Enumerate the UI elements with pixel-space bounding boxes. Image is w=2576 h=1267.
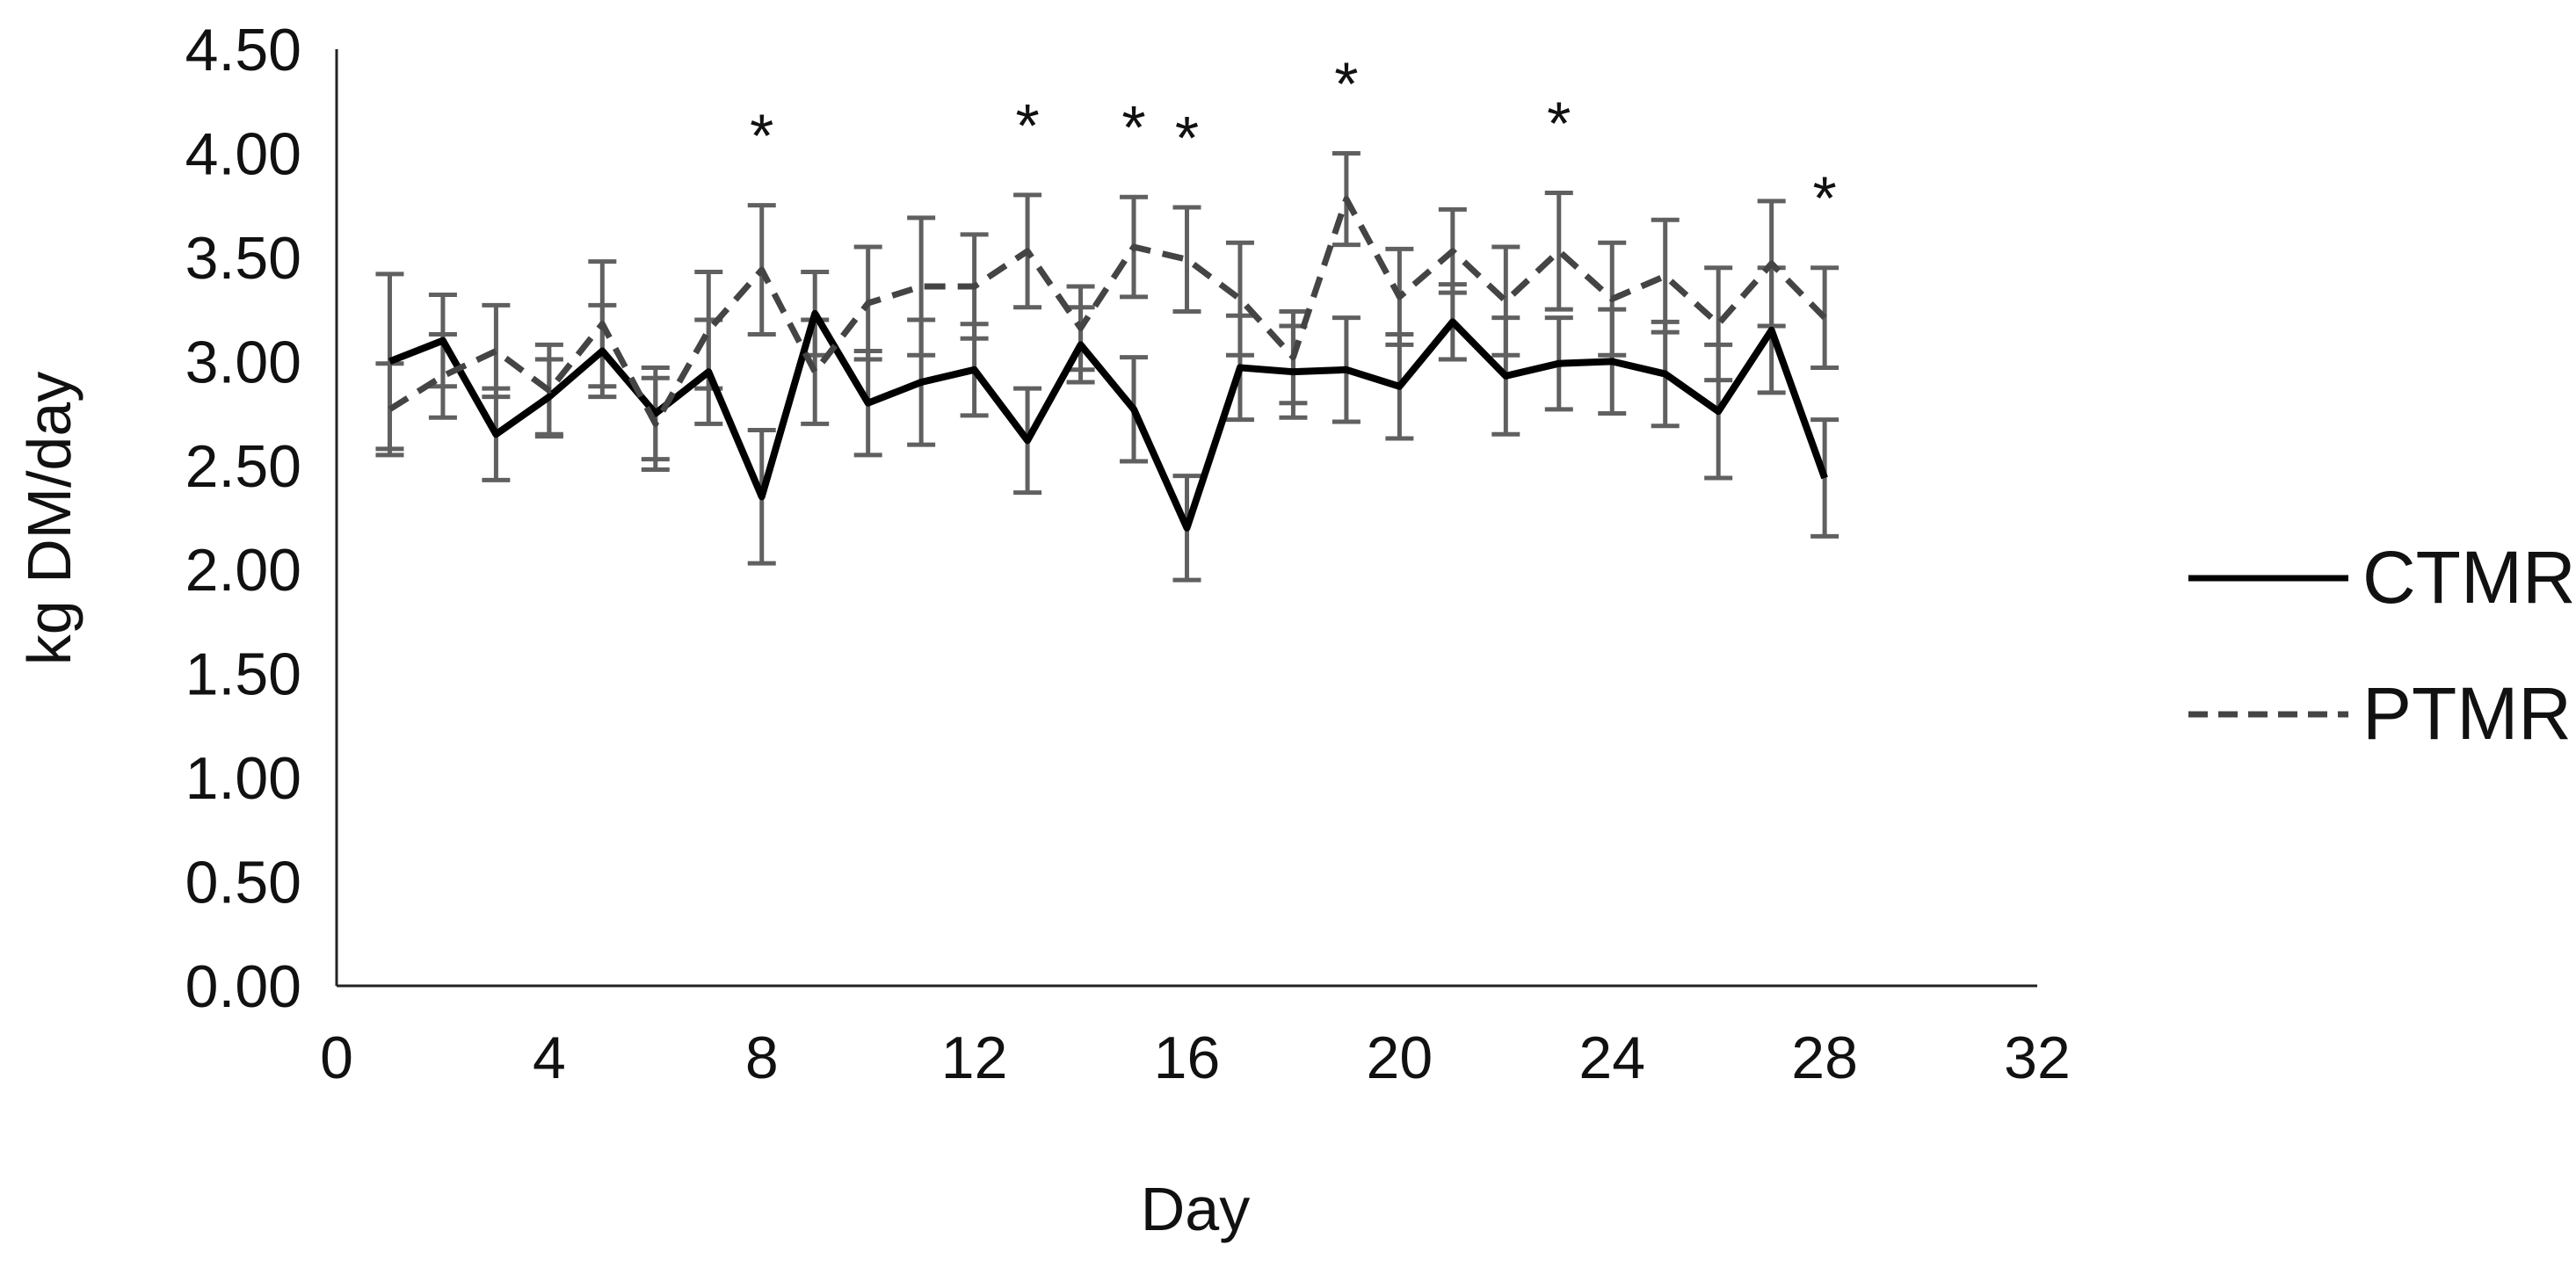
y-tick-label: 0.00 <box>185 953 301 1020</box>
legend-label-ctmr: CTMR <box>2362 536 2576 619</box>
series-lines <box>388 196 1828 532</box>
error-bar-ptmr <box>1491 244 1520 358</box>
y-tick-label: 0.50 <box>185 850 301 916</box>
x-axis-label: Day <box>1141 1175 1250 1243</box>
error-bar-ptmr <box>907 215 936 358</box>
x-tick-label: 24 <box>1578 1024 1645 1091</box>
y-tick-labels: 0.00 0.50 1.00 1.50 2.00 2.50 3.00 3.50 4.00 4.50 <box>185 17 301 1020</box>
x-tick-labels: 0 4 8 12 16 20 24 28 32 <box>320 1024 2071 1091</box>
x-tick-label: 8 <box>745 1024 779 1091</box>
y-tick-label: 1.00 <box>185 745 301 812</box>
significance-asterisk: * <box>1813 164 1837 233</box>
legend-label-ptmr: PTMR <box>2362 672 2572 755</box>
y-axis-label: kg DM/day <box>15 372 83 666</box>
error-bar-ptmr <box>1172 205 1201 314</box>
significance-asterisk: * <box>750 102 773 170</box>
error-bar-ptmr <box>1704 265 1733 383</box>
error-bar-ptmr <box>1225 240 1254 358</box>
significance-asterisk: * <box>1015 91 1039 160</box>
y-tick-label: 4.00 <box>185 120 301 187</box>
error-bar-ptmr <box>482 302 511 400</box>
series-line-ctmr <box>388 309 1828 532</box>
significance-markers: * * * * * * * <box>750 49 1837 232</box>
significance-asterisk: * <box>1547 89 1571 157</box>
significance-asterisk: * <box>1121 93 1145 162</box>
significance-asterisk: * <box>1334 49 1358 118</box>
x-tick-label: 12 <box>941 1024 1008 1091</box>
x-tick-label: 4 <box>533 1024 566 1091</box>
error-bar-ptmr <box>1544 190 1573 312</box>
y-tick-label: 2.00 <box>185 537 301 604</box>
error-bar-ptmr <box>428 332 457 420</box>
y-tick-label: 3.00 <box>185 329 301 395</box>
x-tick-label: 0 <box>320 1024 353 1091</box>
significance-asterisk: * <box>1175 104 1199 172</box>
x-tick-label: 16 <box>1154 1024 1221 1091</box>
x-tick-label: 32 <box>2004 1024 2071 1091</box>
y-tick-label: 1.50 <box>185 641 301 708</box>
legend: CTMR PTMR <box>2188 536 2576 755</box>
error-bar-ptmr <box>1651 217 1680 335</box>
y-tick-label: 3.50 <box>185 225 301 292</box>
x-tick-label: 20 <box>1367 1024 1433 1091</box>
y-tick-label: 2.50 <box>185 433 301 500</box>
y-tick-label: 4.50 <box>185 17 301 83</box>
x-tick-label: 28 <box>1791 1024 1858 1091</box>
